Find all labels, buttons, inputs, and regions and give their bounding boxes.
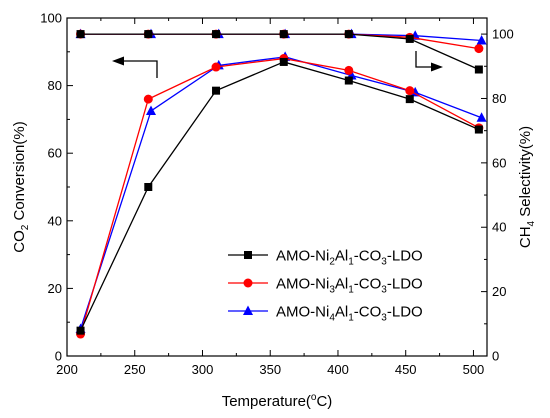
x-axis-title-part: C) [316,393,332,410]
legend-label: AMO-Ni2Al1-CO3-LDO [276,248,423,268]
legend-subscript: 1 [348,257,354,268]
legend-text-part: AMO-Ni [276,248,329,265]
y-right-tick-label: 80 [492,91,506,106]
legend-marker [244,251,252,259]
legend-item: AMO-Ni2Al1-CO3-LDO [228,248,423,268]
selectivity-point [474,44,484,54]
legend-subscript: 3 [381,313,387,324]
y-right-axis-title: CH4 Selectivity(%) [517,126,537,248]
left-arrow-head [112,56,124,66]
legend-subscript: 1 [348,285,354,296]
y-right-tick-label: 0 [492,349,499,364]
conversion-point [144,183,153,191]
legend-text-part: -CO [354,276,382,293]
conversion-point [146,105,156,115]
y-left-tick-label: 60 [48,146,62,161]
legend-text-part: -LDO [387,276,423,293]
legend-text-part: Al [335,304,348,321]
legend-text-part: AMO-Ni [276,276,329,293]
y-left-title-part: Conversion(%) [11,121,28,224]
left-arrow-line [122,60,158,78]
selectivity-point [405,34,414,43]
conversion-point [476,112,487,122]
legend-subscript: 1 [348,313,354,324]
x-axis-title: Temperature(oC) [222,392,333,410]
legend-text-part: -LDO [387,248,423,265]
y-left-axis-title: CO2 Conversion(%) [11,121,31,252]
selectivity-point [474,65,483,74]
legend-label: AMO-Ni3Al1-CO3-LDO [276,276,423,296]
legend-subscript: 3 [381,285,387,296]
degree-superscript: o [311,392,317,403]
right-arrow-line [415,51,432,68]
x-tick-label: 500 [463,362,485,377]
y-left-tick-label: 20 [48,281,62,296]
axes-layer: 200 250 300 350 400 450 500 0 20 40 60 80 100 0 20 40 60… [40,11,513,378]
legend-subscript: 4 [329,313,335,324]
selectivity-point [476,35,487,45]
conversion-point [344,76,353,85]
conversion-point [405,95,414,104]
right-arrow-head [431,62,443,72]
left-axis-arrow [112,56,158,78]
x-tick-label: 250 [124,362,146,377]
y-right-tick-label: 40 [492,220,506,235]
y-right-title-part: CH [517,226,534,248]
conversion-point [405,86,415,96]
legend-item: AMO-Ni4Al1-CO3-LDO [228,304,423,324]
legend-text-part: -LDO [387,304,423,321]
legend: AMO-Ni2Al1-CO3-LDOAMO-Ni3Al1-CO3-LDOAMO-… [228,248,423,324]
x-tick-label: 350 [259,362,281,377]
legend-text-part: Al [335,276,348,293]
legend-text-part: AMO-Ni [276,304,329,321]
right-axis-arrow [415,51,443,72]
selectivity-point [279,30,288,39]
y-left-subscript: 2 [20,224,31,230]
y-right-tick-label: 20 [492,284,506,299]
axis-labels: Temperature(oC)CO2 Conversion(%)CH4 Sele… [11,121,537,410]
y-left-tick-label: 0 [55,349,62,364]
series-square [76,30,483,335]
y-right-title-part: Selectivity(%) [517,126,534,221]
conversion-point [474,125,483,134]
x-tick-label: 200 [56,362,78,377]
y-right-tick-label: 60 [492,155,506,170]
y-left-tick-label: 100 [40,11,62,26]
y-left-tick-label: 80 [48,78,62,93]
selectivity-point [144,30,153,39]
x-tick-label: 400 [327,362,349,377]
conversion-point [76,326,85,335]
legend-text-part: -CO [354,248,382,265]
legend-item: AMO-Ni3Al1-CO3-LDO [228,276,423,296]
series-layer [75,28,487,339]
y-right-subscript: 4 [526,220,537,226]
conversion-point [143,94,153,104]
conversion-point [212,86,221,95]
legend-marker [243,278,253,288]
legend-text-part: -CO [354,304,382,321]
selectivity-point [76,30,85,39]
y-left-title-part: CO [11,230,28,253]
conversion-point [279,57,288,66]
legend-text-part: Al [335,248,348,265]
legend-label: AMO-Ni4Al1-CO3-LDO [276,304,423,324]
conversion-line [79,57,480,335]
legend-subscript: 3 [381,257,387,268]
y-right-tick-label: 100 [492,27,514,42]
selectivity-point [212,30,221,39]
selectivity-point [344,30,353,39]
x-tick-label: 450 [395,362,417,377]
conversion-point [344,65,354,75]
legend-marker [243,305,253,315]
legend-subscript: 2 [329,257,335,268]
y-left-tick-label: 40 [48,213,62,228]
legend-subscript: 3 [329,285,335,296]
conversion-point [211,62,221,72]
x-axis-title-part: Temperature( [222,393,311,410]
x-tick-label: 300 [192,362,214,377]
